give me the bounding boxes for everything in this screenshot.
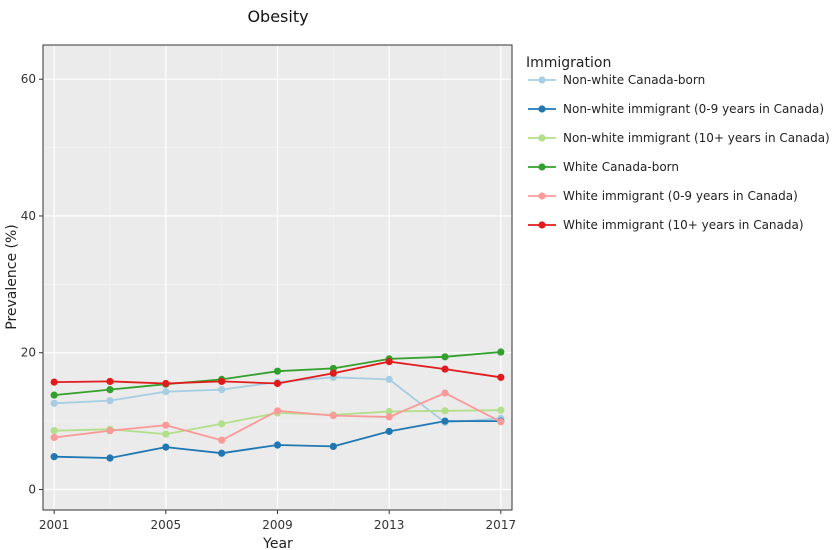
legend-label: Non-white immigrant (10+ years in Canada… xyxy=(563,131,830,145)
legend-swatch-marker xyxy=(538,76,546,84)
data-point xyxy=(162,430,170,438)
data-point xyxy=(385,413,393,421)
data-point xyxy=(497,373,505,381)
data-point xyxy=(218,436,226,444)
data-point xyxy=(162,379,170,388)
data-point xyxy=(441,417,449,425)
data-point xyxy=(162,421,170,429)
data-point xyxy=(50,391,58,399)
data-point xyxy=(106,427,114,435)
data-point xyxy=(273,379,282,388)
data-point xyxy=(497,348,505,356)
legend-item[interactable]: White Canada-born xyxy=(528,160,679,174)
data-point xyxy=(497,406,505,414)
data-point xyxy=(385,375,393,383)
data-point xyxy=(329,442,337,451)
x-axis-title: Year xyxy=(262,536,293,550)
plot-area: 2001 2005 2009 2013 2017 0 20 40 60 xyxy=(21,44,517,532)
legend-label: Non-white Canada-born xyxy=(563,73,705,87)
data-point xyxy=(106,386,114,394)
data-point xyxy=(50,433,58,442)
data-point xyxy=(329,412,337,420)
data-point xyxy=(162,443,170,451)
series-6 xyxy=(50,358,505,388)
data-point xyxy=(329,369,337,377)
data-point xyxy=(273,407,282,415)
data-point xyxy=(106,454,114,462)
x-tick-label: 2001 xyxy=(39,518,70,532)
data-point xyxy=(385,407,393,416)
data-point xyxy=(218,449,226,457)
legend-item[interactable]: White immigrant (0-9 years in Canada) xyxy=(528,189,798,203)
data-point xyxy=(497,418,505,426)
legend-label: White Canada-born xyxy=(563,160,679,174)
data-point xyxy=(50,378,58,386)
data-point xyxy=(441,407,449,415)
legend-swatch-marker xyxy=(538,105,546,113)
chart-title: Obesity xyxy=(247,7,308,26)
legend-title: Immigration xyxy=(526,55,611,71)
data-point xyxy=(162,388,170,396)
plot-border xyxy=(42,44,513,511)
data-point xyxy=(441,365,449,373)
data-point xyxy=(218,420,226,428)
legend-label: Non-white immigrant (0-9 years in Canada… xyxy=(563,102,824,116)
x-tick-label: 2009 xyxy=(262,518,293,532)
y-tick-label: 60 xyxy=(21,72,36,86)
data-point xyxy=(385,358,393,366)
legend-item[interactable]: Non-white immigrant (10+ years in Canada… xyxy=(528,131,830,145)
data-point xyxy=(106,377,114,386)
legend-item[interactable]: Non-white Canada-born xyxy=(528,73,705,87)
legend-item[interactable]: Non-white immigrant (0-9 years in Canada… xyxy=(528,102,824,116)
x-tick-label: 2005 xyxy=(151,518,182,532)
y-axis-title: Prevalence (%) xyxy=(4,224,20,330)
data-point xyxy=(273,367,282,375)
legend: Immigration Non-white Canada-born Non-whi… xyxy=(526,55,830,232)
data-point xyxy=(106,396,114,405)
data-point xyxy=(273,441,282,449)
data-point xyxy=(50,427,58,435)
y-tick-label: 20 xyxy=(21,346,36,360)
legend-swatch-marker xyxy=(538,163,546,171)
x-tick-label: 2013 xyxy=(374,518,405,532)
legend-label: White immigrant (10+ years in Canada) xyxy=(563,218,804,232)
x-tick-label: 2017 xyxy=(486,518,517,532)
legend-swatch-marker xyxy=(538,134,546,142)
data-point xyxy=(441,389,449,397)
y-tick-label: 40 xyxy=(21,209,36,223)
series-5 xyxy=(50,389,505,444)
data-point xyxy=(218,377,226,386)
legend-item[interactable]: White immigrant (10+ years in Canada) xyxy=(528,218,804,232)
data-point xyxy=(50,399,58,407)
legend-label: White immigrant (0-9 years in Canada) xyxy=(563,189,798,203)
data-point xyxy=(50,453,58,461)
data-point xyxy=(385,427,393,435)
legend-swatch-marker xyxy=(538,221,546,229)
data-point xyxy=(441,353,449,361)
legend-swatch-marker xyxy=(538,192,546,200)
y-tick-label: 0 xyxy=(28,482,36,496)
data-point xyxy=(218,386,226,394)
